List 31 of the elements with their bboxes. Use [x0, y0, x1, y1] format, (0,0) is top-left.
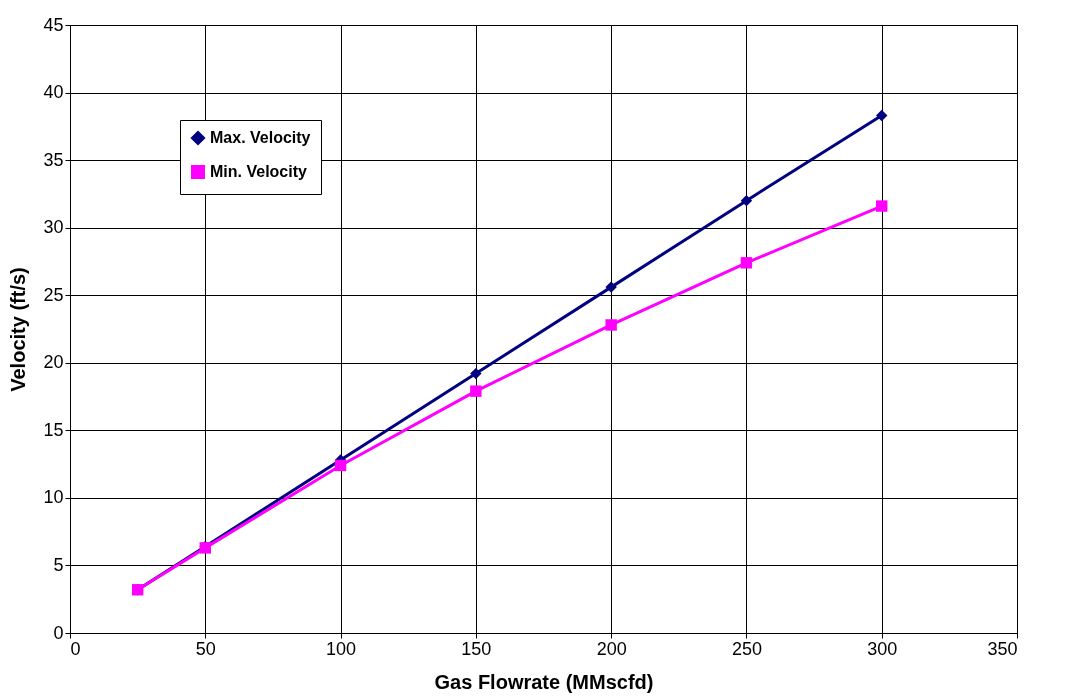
point [605, 319, 617, 331]
x-tick-label: 50 [195, 638, 216, 659]
point [876, 200, 888, 212]
y-tick-label: 30 [43, 217, 64, 238]
x-tick-label: 0 [70, 638, 81, 659]
point [740, 194, 753, 207]
y-tick-label: 25 [43, 284, 64, 305]
point [605, 281, 617, 293]
point [740, 257, 753, 269]
y-tick-label: 20 [43, 352, 64, 373]
x-tick-label: 350 [987, 638, 1018, 659]
x-axis-title: Gas Flowrate (MMscfd) [434, 670, 654, 693]
x-tick-label: 200 [596, 638, 627, 659]
point [470, 385, 482, 397]
x-tick-label: 100 [326, 638, 357, 659]
x-tick-label: 250 [731, 638, 762, 659]
legend-label: Min. Velocity [210, 163, 308, 180]
point [334, 459, 347, 472]
y-tick-label: 35 [43, 149, 64, 170]
y-tick-label: 40 [43, 82, 64, 103]
y-tick-label: 45 [43, 14, 64, 35]
point [876, 109, 888, 122]
x-tick-label: 150 [461, 638, 492, 659]
x-tick-label: 300 [867, 638, 898, 659]
y-axis-title: Velocity (ft/s) [7, 267, 30, 392]
point [470, 367, 482, 380]
legend-label: Max. Velocity [210, 129, 311, 146]
y-tick-label: 10 [43, 487, 64, 508]
y-tick-label: 0 [53, 622, 64, 643]
y-tick-label: 15 [43, 419, 64, 440]
y-tick-label: 5 [53, 554, 64, 575]
